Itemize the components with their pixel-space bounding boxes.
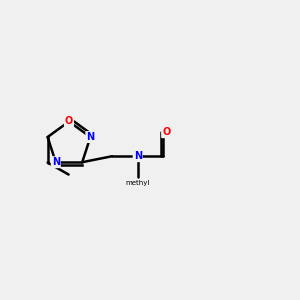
Text: O: O — [162, 127, 170, 137]
Text: N: N — [86, 132, 94, 142]
Text: O: O — [65, 116, 73, 127]
Text: N: N — [134, 151, 142, 161]
Text: methyl: methyl — [125, 180, 150, 186]
Text: N: N — [52, 157, 60, 167]
